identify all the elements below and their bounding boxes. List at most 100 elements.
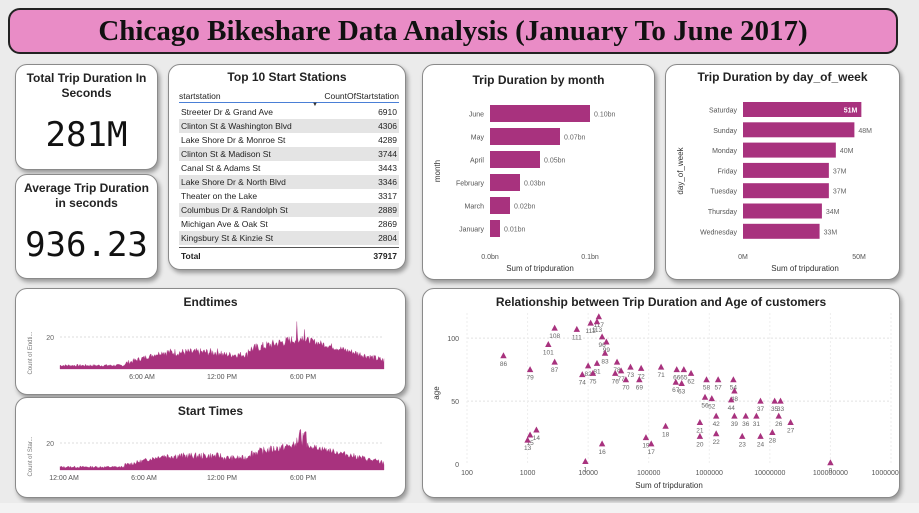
age-duration-scatter: 100 1000 10000 100000 1000000 10000000 1000000… — [432, 313, 899, 490]
kpi-total-card[interactable]: Total Trip Duration In Seconds 281M — [15, 64, 158, 170]
sort-down-icon[interactable]: ▼ — [312, 102, 318, 108]
table-row[interactable]: Lake Shore Dr & Monroe St 4289 — [179, 133, 399, 147]
scatter-point — [627, 363, 634, 370]
scatter-point — [777, 397, 784, 404]
scatter-point — [617, 367, 625, 374]
category-label: Wednesday — [700, 229, 737, 236]
point-label: 24 — [757, 441, 765, 448]
kpi-total-label: Total Trip Duration In Seconds — [26, 71, 147, 100]
table-total-row: Total 37917 — [179, 247, 399, 264]
station-name: Clinton St & Washington Blvd — [181, 121, 292, 131]
category-label: Friday — [718, 168, 738, 175]
point-label: 1 — [584, 466, 588, 473]
scatter-point — [787, 418, 794, 425]
x-tick-label: 12:00 PM — [207, 475, 237, 482]
scatter-point — [712, 430, 720, 437]
bar — [490, 151, 540, 168]
data-label: 0.10bn — [594, 112, 616, 119]
x-tick-label: 6:00 PM — [290, 475, 316, 482]
x-axis-label: Sum of tripduration — [506, 264, 574, 273]
scatter-point — [526, 366, 534, 373]
point-label: 19 — [642, 443, 650, 450]
endtimes-chart-card[interactable]: Endtimes 20 Count of Endti... 6:00 AM 12:00… — [15, 288, 406, 395]
endtimes-area-chart: 20 Count of Endti... 6:00 AM 12:00 PM 6:00 P… — [28, 321, 385, 381]
point-label: 16 — [598, 449, 606, 456]
data-label: 0.03bn — [524, 181, 546, 188]
x-tick-label: 50M — [852, 254, 866, 261]
status-strip — [0, 503, 919, 513]
y-axis-label: Count of Star... — [28, 436, 34, 476]
bar — [490, 197, 510, 214]
table-row[interactable]: Theater on the Lake 3317 — [179, 189, 399, 203]
point-label: 83 — [601, 358, 609, 365]
table-row[interactable]: Clinton St & Washington Blvd 4306 — [179, 119, 399, 133]
data-label: 0.01bn — [504, 227, 526, 234]
station-count: 2889 — [378, 205, 397, 215]
point-label: 0 — [829, 468, 833, 475]
col-startstation-header[interactable]: startstation — [179, 91, 221, 101]
point-label: 58 — [703, 385, 711, 392]
station-name: Columbus Dr & Randolph St — [181, 205, 288, 215]
scatter-point — [757, 397, 764, 404]
kpi-average-card[interactable]: Average Trip Duration in seconds 936.23 — [15, 174, 158, 279]
point-label: 23 — [739, 441, 747, 448]
x-tick-label: 0.0bn — [481, 254, 499, 261]
x-axis-label: Sum of tripduration — [771, 264, 839, 273]
scatter-point — [595, 313, 603, 320]
scatter-chart-card[interactable]: Relationship between Trip Duration and A… — [422, 288, 900, 498]
station-count: 3744 — [378, 149, 397, 159]
station-count: 6910 — [378, 107, 397, 117]
table-body: Streeter Dr & Grand Ave 6910 Clinton St & … — [179, 105, 399, 245]
x-tick-label: 100 — [461, 470, 473, 477]
x-tick-label: 1000 — [520, 470, 536, 477]
table-row[interactable]: Streeter Dr & Grand Ave 6910 — [179, 105, 399, 119]
dow-chart-card[interactable]: Trip Duration by day_of_week Saturday 51M… — [665, 64, 900, 280]
x-tick-label: 6:00 AM — [129, 374, 155, 381]
table-row[interactable]: Kingsbury St & Kinzie St 2804 — [179, 231, 399, 245]
scatter-point — [757, 432, 764, 439]
point-label: 35 — [771, 406, 779, 413]
scatter-point — [533, 426, 540, 433]
station-name: Canal St & Adams St — [181, 163, 261, 173]
scatter-point — [753, 412, 760, 419]
point-label: 17 — [648, 449, 656, 456]
category-label: January — [459, 227, 484, 234]
table-row[interactable]: Michigan Ave & Oak St 2869 — [179, 217, 399, 231]
point-label: 87 — [551, 367, 559, 374]
point-label: 96 — [598, 342, 606, 349]
scatter-point — [603, 338, 610, 345]
point-label: 76 — [612, 378, 620, 385]
point-label: 71 — [657, 372, 665, 379]
table-row[interactable]: Clinton St & Madison St 3744 — [179, 147, 399, 161]
scatter-point — [593, 318, 601, 325]
station-name: Lake Shore Dr & Monroe St — [181, 135, 286, 145]
x-tick-label: 12:00 PM — [207, 374, 237, 381]
scatter-point — [551, 358, 558, 365]
x-tick-label: 12:00 AM — [49, 475, 79, 482]
scatter-point — [680, 366, 688, 373]
scatter-point — [730, 376, 737, 383]
top-stations-card[interactable]: Top 10 Start Stations startstation Count… — [168, 64, 406, 270]
bar — [743, 122, 855, 138]
col-count-header[interactable]: CountOfStartstation — [324, 91, 399, 101]
month-chart-card[interactable]: Trip Duration by month June 0.10bn May 0.07… — [422, 64, 655, 280]
point-label: 22 — [713, 439, 721, 446]
table-header[interactable]: startstation CountOfStartstation — [179, 87, 399, 103]
data-label: 37M — [833, 168, 847, 175]
y-axis-label: month — [433, 160, 442, 182]
point-label: 56 — [701, 402, 709, 409]
table-row[interactable]: Lake Shore Dr & North Blvd 3346 — [179, 175, 399, 189]
scatter-point — [642, 434, 650, 441]
table-row[interactable]: Canal St & Adams St 3443 — [179, 161, 399, 175]
station-name: Clinton St & Madison St — [181, 149, 271, 159]
point-label: 111 — [572, 334, 582, 341]
point-label: 69 — [636, 385, 644, 392]
y-tick-label: 20 — [46, 441, 54, 448]
data-label: 34M — [826, 209, 840, 216]
y-tick-label: 0 — [455, 462, 459, 469]
bar — [490, 220, 500, 237]
bar — [743, 162, 829, 178]
table-row[interactable]: Columbus Dr & Randolph St 2889 — [179, 203, 399, 217]
starttimes-chart-card[interactable]: Start Times 20 Count of Star... 12:00 AM 6:… — [15, 397, 406, 498]
kpi-total-value: 281M — [45, 115, 128, 155]
